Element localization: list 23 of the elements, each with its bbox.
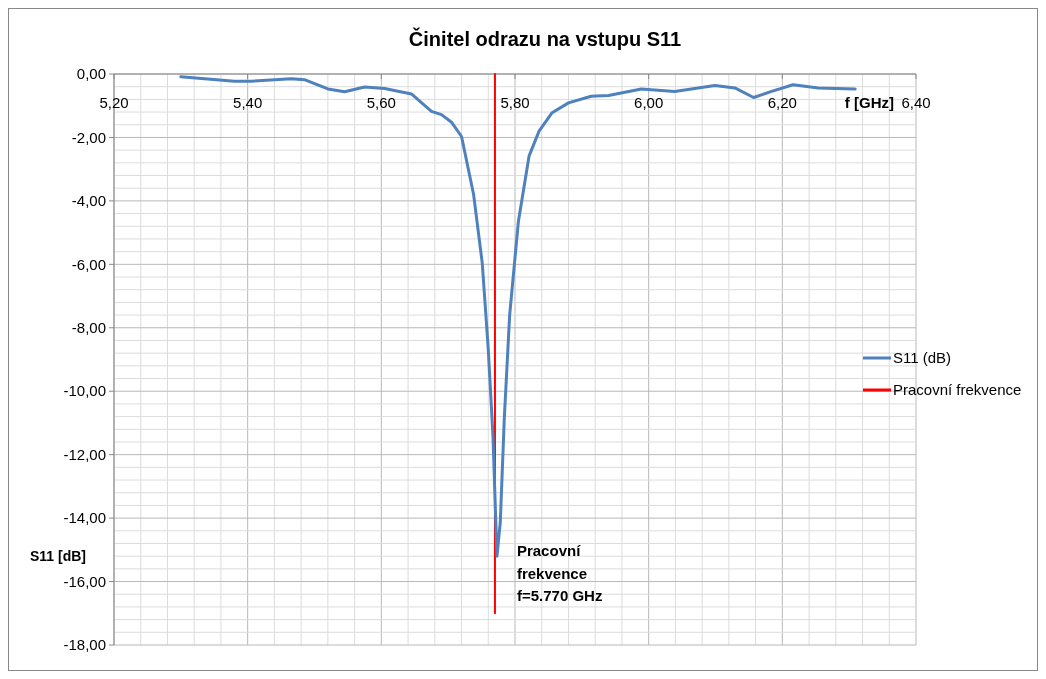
y-tick-label: -18,00 [63,636,106,654]
y-tick-label: -6,00 [71,255,106,273]
y-tick-label: -8,00 [71,319,106,337]
y-tick-label: 0,00 [76,65,106,83]
x-tick-label: 5,40 [233,94,263,111]
annotation: Pracovní frekvence f=5.770 GHz [516,542,603,605]
x-axis-title: f [GHz] [844,94,894,111]
x-tick-label: 6,40 [901,94,931,111]
y-tick-label: -4,00 [71,192,106,210]
y-tick-label: -10,00 [63,382,106,400]
y-tick-label: -16,00 [63,572,106,590]
y-tick-label: -2,00 [71,128,106,146]
legend-label: S11 (dB) [893,349,952,367]
x-tick-label: 5,80 [500,94,530,111]
y-axis-title: S11 [dB] [30,548,87,565]
legend-label: Pracovní frekvence [893,381,1022,399]
y-tick-label: -14,00 [63,509,106,527]
chart-title: Činitel odrazu na vstupu S11 [408,27,682,50]
y-tick-label: -12,00 [63,445,106,463]
x-tick-label: 6,00 [634,94,664,111]
x-tick-label: 6,20 [767,94,797,111]
x-tick-label: 5,60 [366,94,396,111]
x-tick-label: 5,20 [99,94,129,111]
